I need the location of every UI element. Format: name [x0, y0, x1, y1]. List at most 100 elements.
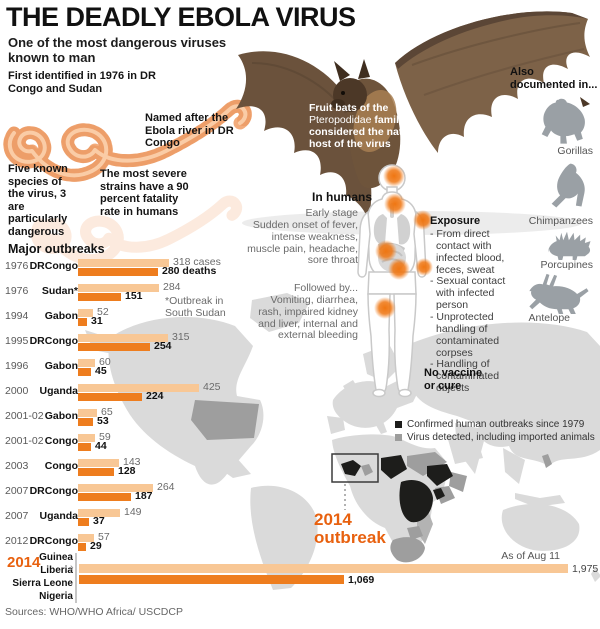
- cases-value: 264: [157, 481, 175, 494]
- outbreak-country: Gabon: [44, 310, 78, 322]
- deaths-bar: [78, 442, 91, 451]
- cases-value: 65: [101, 406, 113, 419]
- deaths-bar: [78, 292, 121, 301]
- bracket-arrow-icon: ›: [70, 562, 74, 574]
- map-virus-detected-countries: [191, 400, 552, 563]
- exposure-item: From direct contact with infected blood,…: [430, 228, 510, 276]
- outbreak-row: 2001-02 Gabon 65 53: [5, 407, 585, 432]
- outbreak-year: 1994: [5, 310, 29, 322]
- exposure-item: Handling of contaminated objects: [430, 359, 510, 395]
- deaths-value: 187: [135, 490, 153, 503]
- antelope-icon: [529, 273, 589, 314]
- outbreak-row: 1976 Sudan* 284 151: [5, 282, 585, 307]
- deaths-bar: [78, 517, 89, 526]
- bat-caption-pre: Fruit bats of the: [309, 102, 389, 114]
- deaths-bar: [78, 317, 87, 326]
- deaths-value: 29: [90, 540, 102, 553]
- outbreak-year: 2001-02: [5, 410, 44, 422]
- outbreak-row: 1995 DRCongo 315 254: [5, 332, 585, 357]
- outbreak-country: Uganda: [39, 510, 78, 522]
- deaths-value: 151: [125, 290, 143, 303]
- fact-species: Five known species of the virus, 3 are p…: [8, 163, 68, 238]
- outbreak-country: DRCongo: [29, 260, 78, 272]
- outbreak-country: Gabon: [44, 360, 78, 372]
- outbreak-country: Sudan*: [41, 285, 78, 297]
- cases-bar: [78, 383, 199, 392]
- map-central-america: [207, 446, 251, 478]
- chimpanzees-label: Chimpanzees: [528, 215, 593, 227]
- outbreak-row: 2012 DRCongo 57 29: [5, 532, 585, 557]
- early-stage-text: Early stage Sudden onset of fever, inten…: [246, 207, 358, 267]
- deaths-value: 224: [146, 390, 164, 403]
- map-uganda: [433, 488, 445, 500]
- outbreak-country: Congo: [44, 435, 78, 447]
- current-outbreak-row: 2014 Guinea Liberia Sierra Leone Nigeria…: [5, 550, 599, 610]
- legend-confirmed-swatch: [395, 421, 402, 428]
- outbreak-country: Gabon: [44, 410, 78, 422]
- outbreak-chart: 1976 DRCongo 318 cases 280 deaths 1976 Sudan*…: [5, 257, 585, 557]
- outbreak-country: Uganda: [39, 385, 78, 397]
- outbreak-row: 2003 Congo 143 128: [5, 457, 585, 482]
- map-south-america: [250, 485, 318, 590]
- chimpanzee-icon: [551, 163, 585, 208]
- porcupines-label: Porcupines: [540, 259, 593, 271]
- map-usa: [191, 400, 259, 440]
- page-title: THE DEADLY EBOLA VIRUS: [6, 2, 356, 32]
- chart-footnote: *Outbreak in South Sudan: [165, 295, 226, 319]
- map-north-america: [108, 316, 264, 485]
- outbreak-row: 1996 Gabon 60 45: [5, 357, 585, 382]
- porcupine-icon: [548, 231, 591, 260]
- as-of-date: As of Aug 11: [501, 550, 560, 562]
- deaths-bar: [78, 492, 131, 501]
- map-drcongo: [399, 479, 433, 523]
- fact-named: Named after the Ebola river in DR Congo: [145, 112, 234, 150]
- outbreak-year: 2003: [5, 460, 29, 472]
- ebola-virus-filament-illustration: [3, 99, 252, 266]
- exposure-heading: Exposure: [430, 215, 481, 227]
- cases-bar: [78, 433, 95, 442]
- outbreak-year: 1996: [5, 360, 29, 372]
- deaths-bar: [78, 342, 150, 351]
- world-map: [85, 293, 600, 590]
- map-philippines: [542, 454, 552, 468]
- symptom-hotspots: [374, 165, 433, 319]
- exposure-item: Unprotected handling of contaminated cor…: [430, 311, 510, 359]
- cases-bar: [78, 283, 159, 292]
- cases-value: 149: [124, 506, 142, 519]
- current-deaths-value: 1,069: [348, 574, 375, 586]
- deaths-bar: [78, 392, 142, 401]
- deaths-value: 128: [118, 465, 136, 478]
- map-west-africa-outbreak: [341, 460, 361, 476]
- cases-value: 425: [203, 381, 221, 394]
- subtitle: One of the most dangerous viruses known …: [8, 35, 227, 65]
- outbreak-year: 1995: [5, 335, 29, 347]
- human-body-diagram: [357, 164, 433, 398]
- deaths-value: 37: [93, 515, 105, 528]
- documented-heading: Also documented in...: [510, 66, 598, 91]
- current-cases-bar: [79, 564, 568, 573]
- map-confirmed-countries: [341, 455, 453, 523]
- in-humans-heading: In humans: [312, 190, 373, 204]
- gorilla-icon: [541, 98, 585, 144]
- outbreak-year: 2007: [5, 510, 29, 522]
- deaths-value: 44: [95, 440, 107, 453]
- followed-by-label: Followed by...: [294, 282, 358, 294]
- legend-confirmed-label: Confirmed human outbreaks since 1979: [407, 419, 585, 430]
- country-guinea: Guinea: [39, 552, 73, 563]
- current-cases-value: 1,975: [572, 563, 599, 575]
- exposure-list: Exposure From direct contact with infect…: [430, 215, 510, 395]
- outbreak-year: 2001-02: [5, 435, 44, 447]
- antelope-label: Antelope: [528, 312, 570, 324]
- map-legend: Confirmed human outbreaks since 1979 Vir…: [395, 418, 595, 444]
- outbreak-row: 2001-02 Congo 59 44: [5, 432, 585, 457]
- outbreak-row: 2007 DRCongo 264 187: [5, 482, 585, 507]
- map-nigeria: [381, 455, 407, 479]
- deaths-value: 53: [97, 415, 109, 428]
- fact-identified: First identified in 1976 in DR Congo and…: [8, 70, 156, 95]
- followed-by-symptoms: Vomiting, diarrhea, rash, impaired kidne…: [258, 293, 358, 342]
- legend-confirmed: Confirmed human outbreaks since 1979: [395, 418, 595, 431]
- outbreak-row: 2007 Uganda 149 37: [5, 507, 585, 532]
- map-2014-callout: 2014 outbreak: [314, 510, 386, 547]
- outbreak-year: 1976: [5, 285, 29, 297]
- map-australia: [501, 503, 580, 551]
